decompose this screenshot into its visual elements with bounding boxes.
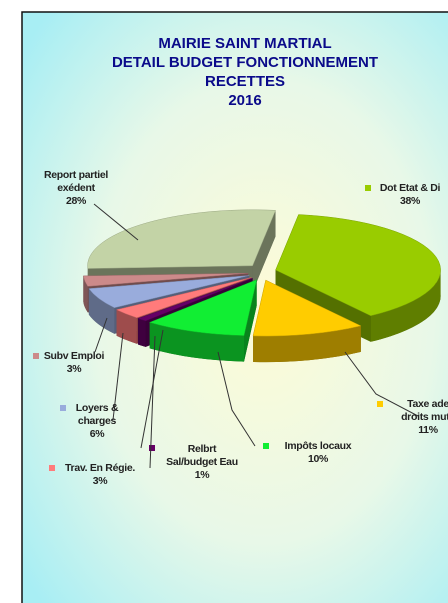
- label-marker: [149, 445, 155, 451]
- slice-wall: [137, 318, 146, 347]
- category-label: Taxe ade: [407, 398, 448, 410]
- slice: [83, 272, 249, 287]
- label-marker: [365, 185, 371, 191]
- category-label: charges: [78, 415, 117, 427]
- slice-wall: [370, 270, 441, 342]
- label-marker: [263, 443, 269, 449]
- value-label: 11%: [418, 424, 438, 436]
- slice: [88, 275, 250, 309]
- category-label: Dot Etat & Di: [380, 182, 441, 194]
- leader-line: [94, 317, 108, 353]
- label-marker: [60, 405, 66, 411]
- leader-line: [140, 329, 164, 449]
- label-marker: [49, 465, 55, 471]
- leader-line: [112, 332, 124, 421]
- value-label: 38%: [400, 195, 421, 207]
- value-label: 3%: [93, 475, 109, 487]
- leader-line: [217, 351, 256, 447]
- leader-line: [344, 351, 419, 417]
- category-label: Relbrt: [188, 443, 217, 455]
- chart-title: MAIRIE SAINT MARTIAL DETAIL BUDGET FONCTI…: [112, 35, 378, 109]
- category-label: Loyers &: [76, 402, 119, 414]
- title-line: RECETTES: [205, 73, 285, 90]
- category-label: Sal/budget Eau: [166, 456, 238, 468]
- slice: [252, 279, 362, 337]
- category-label: Impôts locaux: [285, 440, 352, 452]
- title-line: DETAIL BUDGET FONCTIONNEMENT: [112, 54, 378, 71]
- value-label: 6%: [90, 428, 106, 440]
- category-label: Subv Emploi: [44, 350, 105, 362]
- slice-wall: [253, 325, 361, 363]
- slice: [137, 277, 253, 322]
- title-line: MAIRIE SAINT MARTIAL: [158, 35, 331, 52]
- value-label: 1%: [195, 469, 211, 481]
- slice-side: [252, 210, 276, 292]
- slice: [115, 277, 252, 319]
- slice-wall: [149, 322, 245, 362]
- label-marker: [377, 401, 383, 407]
- leader-line: [149, 335, 156, 469]
- slice: [87, 209, 276, 269]
- title-line: 2016: [228, 92, 261, 109]
- leader-line: [93, 203, 139, 241]
- value-label: 10%: [308, 453, 329, 465]
- label-marker: [33, 353, 39, 359]
- slice-wall: [116, 309, 137, 344]
- category-label: Trav. En Régie.: [65, 462, 135, 474]
- slice: [148, 279, 258, 336]
- pie: [83, 209, 441, 363]
- category-label: Report partiel: [44, 169, 108, 181]
- category-label: exédent: [57, 182, 95, 194]
- slice: [275, 214, 441, 317]
- category-label: droits muta: [401, 411, 448, 423]
- slice-wall: [88, 288, 115, 334]
- value-label: 28%: [66, 195, 87, 207]
- value-label: 3%: [67, 363, 83, 375]
